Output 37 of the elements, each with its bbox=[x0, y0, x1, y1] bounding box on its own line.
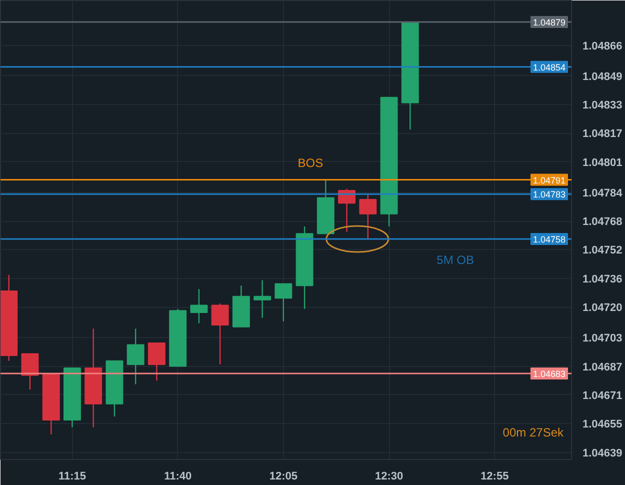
x-tick-label: 11:15 bbox=[58, 470, 86, 482]
candlestick bbox=[126, 328, 144, 385]
ref-line-label: 1.04783 bbox=[532, 190, 566, 200]
y-tick-label: 1.04768 bbox=[582, 216, 622, 228]
y-tick-label: 1.04817 bbox=[582, 128, 622, 140]
annotation: BOS bbox=[298, 156, 324, 170]
annotation: 00m 27Sek bbox=[502, 426, 564, 440]
x-tick-label: 11:40 bbox=[164, 470, 192, 482]
candlestick bbox=[190, 288, 208, 324]
annotation: 5M OB bbox=[436, 252, 474, 267]
x-tick-label: 12:55 bbox=[480, 470, 509, 482]
y-tick-label: 1.04703 bbox=[582, 332, 622, 345]
x-tick-label: 12:05 bbox=[269, 470, 298, 482]
x-tick-label: 12:30 bbox=[374, 470, 404, 482]
y-tick-label: 1.04849 bbox=[582, 70, 622, 83]
candlestick bbox=[211, 302, 229, 366]
candlestick bbox=[274, 283, 292, 322]
y-tick-label: 1.04801 bbox=[582, 156, 622, 169]
ref-line-label: 1.04879 bbox=[532, 18, 566, 28]
ref-line-label: 1.04791 bbox=[532, 175, 566, 186]
ref-line-label: 1.04758 bbox=[532, 234, 566, 244]
y-tick-label: 1.04687 bbox=[582, 361, 622, 374]
y-tick-label: 1.04866 bbox=[582, 40, 622, 52]
y-tick-label: 1.04671 bbox=[582, 390, 622, 402]
candlestick bbox=[254, 280, 272, 318]
y-tick-label: 1.04752 bbox=[582, 244, 622, 257]
y-tick-label: 1.04655 bbox=[582, 418, 622, 431]
ref-line-label: 1.04683 bbox=[532, 368, 566, 379]
candlestick bbox=[359, 194, 377, 240]
y-tick-label: 1.04736 bbox=[582, 273, 622, 286]
y-tick-label: 1.04833 bbox=[582, 99, 622, 112]
y-tick-label: 1.04720 bbox=[582, 302, 622, 314]
candlestick bbox=[21, 353, 39, 390]
y-tick-label: 1.04784 bbox=[582, 187, 624, 200]
ref-line-label: 1.04854 bbox=[532, 62, 566, 72]
y-tick-label: 1.04639 bbox=[582, 447, 622, 460]
candlestick bbox=[148, 342, 166, 382]
